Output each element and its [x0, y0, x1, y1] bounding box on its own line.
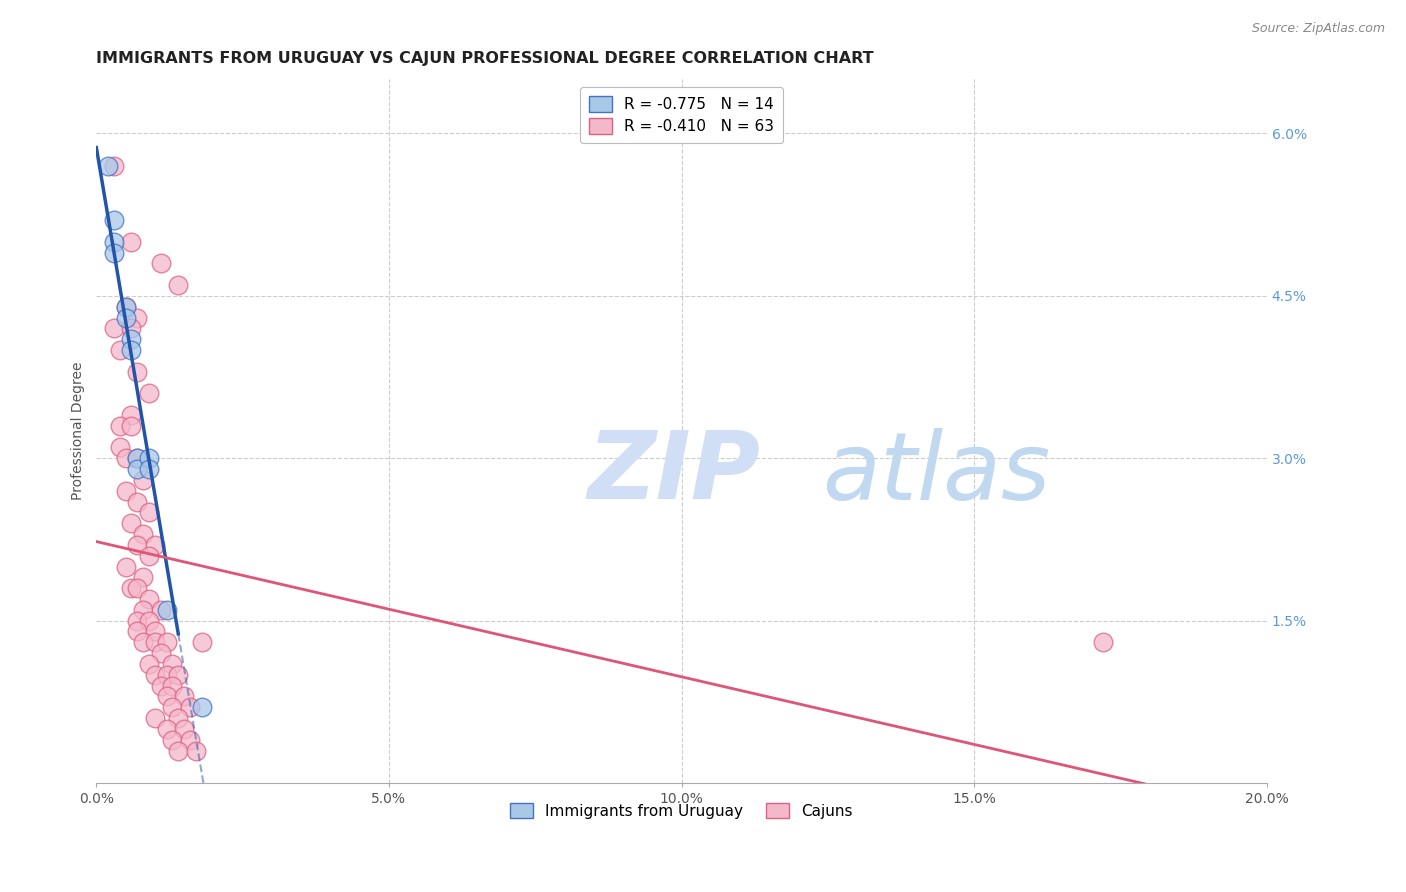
Point — [103, 235, 125, 249]
Point — [184, 743, 207, 757]
Point — [120, 408, 142, 422]
Text: Source: ZipAtlas.com: Source: ZipAtlas.com — [1251, 22, 1385, 36]
Point — [155, 603, 177, 617]
Point — [127, 310, 149, 325]
Point — [179, 700, 201, 714]
Legend: Immigrants from Uruguay, Cajuns: Immigrants from Uruguay, Cajuns — [503, 797, 859, 825]
Point — [127, 451, 149, 466]
Point — [120, 321, 142, 335]
Point — [114, 300, 136, 314]
Point — [190, 635, 212, 649]
Point — [120, 343, 142, 357]
Point — [149, 646, 172, 660]
Point — [143, 711, 166, 725]
Point — [167, 667, 190, 681]
Point — [155, 690, 177, 704]
Point — [149, 603, 172, 617]
Point — [120, 581, 142, 595]
Point — [179, 732, 201, 747]
Point — [162, 700, 184, 714]
Point — [127, 581, 149, 595]
Point — [155, 722, 177, 736]
Point — [138, 462, 160, 476]
Point — [138, 614, 160, 628]
Point — [103, 321, 125, 335]
Point — [173, 722, 195, 736]
Point — [114, 300, 136, 314]
Point — [120, 516, 142, 531]
Point — [108, 343, 131, 357]
Point — [127, 451, 149, 466]
Point — [127, 365, 149, 379]
Point — [162, 679, 184, 693]
Point — [114, 559, 136, 574]
Point — [149, 679, 172, 693]
Text: ZIP: ZIP — [588, 427, 761, 519]
Y-axis label: Professional Degree: Professional Degree — [72, 362, 86, 500]
Point — [162, 657, 184, 671]
Text: atlas: atlas — [823, 428, 1050, 519]
Point — [138, 386, 160, 401]
Point — [190, 700, 212, 714]
Text: IMMIGRANTS FROM URUGUAY VS CAJUN PROFESSIONAL DEGREE CORRELATION CHART: IMMIGRANTS FROM URUGUAY VS CAJUN PROFESS… — [97, 51, 875, 66]
Point — [143, 667, 166, 681]
Point — [132, 473, 155, 487]
Point — [138, 657, 160, 671]
Point — [138, 451, 160, 466]
Point — [103, 245, 125, 260]
Point — [1091, 635, 1114, 649]
Point — [127, 494, 149, 508]
Point — [114, 451, 136, 466]
Point — [138, 592, 160, 607]
Point — [120, 332, 142, 346]
Point — [108, 418, 131, 433]
Point — [127, 538, 149, 552]
Point — [114, 483, 136, 498]
Point — [97, 159, 120, 173]
Point — [132, 603, 155, 617]
Point — [167, 278, 190, 293]
Point — [103, 159, 125, 173]
Point — [132, 570, 155, 584]
Point — [127, 624, 149, 639]
Point — [143, 635, 166, 649]
Point — [138, 505, 160, 519]
Point — [108, 441, 131, 455]
Point — [155, 635, 177, 649]
Point — [167, 711, 190, 725]
Point — [120, 235, 142, 249]
Point — [120, 418, 142, 433]
Point — [138, 549, 160, 563]
Point — [149, 256, 172, 270]
Point — [162, 732, 184, 747]
Point — [173, 690, 195, 704]
Point — [132, 635, 155, 649]
Point — [155, 667, 177, 681]
Point — [132, 527, 155, 541]
Point — [114, 310, 136, 325]
Point — [143, 624, 166, 639]
Point — [167, 743, 190, 757]
Point — [143, 538, 166, 552]
Point — [127, 462, 149, 476]
Point — [103, 213, 125, 227]
Point — [127, 614, 149, 628]
